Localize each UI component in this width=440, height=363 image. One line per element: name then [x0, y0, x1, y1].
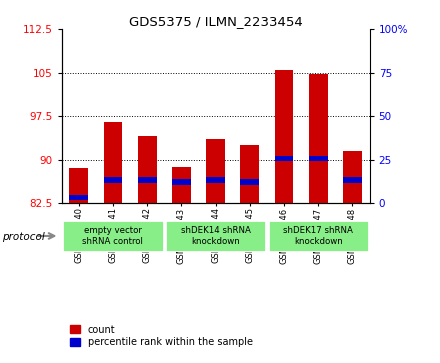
- Bar: [206, 139, 225, 203]
- Bar: [165, 220, 266, 252]
- Legend: count, percentile rank within the sample: count, percentile rank within the sample: [66, 321, 257, 351]
- Bar: [343, 177, 362, 183]
- Bar: [240, 145, 259, 203]
- Bar: [309, 156, 328, 162]
- Bar: [275, 70, 293, 203]
- Bar: [206, 177, 225, 183]
- Bar: [275, 156, 293, 162]
- Text: empty vector
shRNA control: empty vector shRNA control: [82, 226, 143, 246]
- Text: protocol: protocol: [2, 232, 45, 242]
- Bar: [103, 122, 122, 203]
- Text: shDEK14 shRNA
knockdown: shDEK14 shRNA knockdown: [181, 226, 250, 246]
- Bar: [138, 136, 157, 203]
- Bar: [309, 74, 328, 203]
- Bar: [172, 167, 191, 203]
- Bar: [103, 177, 122, 183]
- Bar: [138, 177, 157, 183]
- Bar: [70, 168, 88, 203]
- Bar: [70, 195, 88, 200]
- Bar: [172, 179, 191, 185]
- Text: shDEK17 shRNA
knockdown: shDEK17 shRNA knockdown: [283, 226, 353, 246]
- Bar: [62, 220, 164, 252]
- Bar: [240, 179, 259, 185]
- Bar: [343, 151, 362, 203]
- Title: GDS5375 / ILMN_2233454: GDS5375 / ILMN_2233454: [129, 15, 302, 28]
- Bar: [268, 220, 369, 252]
